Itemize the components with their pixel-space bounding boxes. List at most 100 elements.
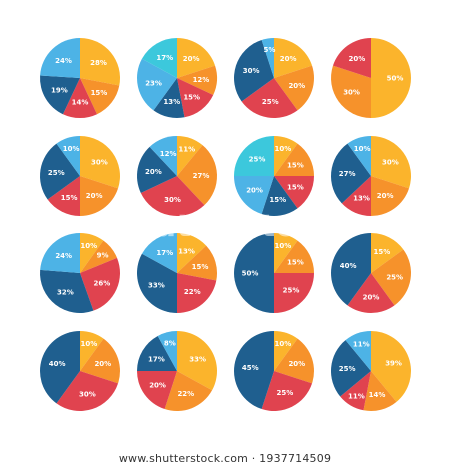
pie-8-slice-3 bbox=[341, 176, 371, 216]
pie-3-slice-3 bbox=[241, 78, 298, 118]
pie-14-slice-3-label: 20% bbox=[149, 382, 166, 390]
pie-4-slice-2 bbox=[331, 65, 371, 118]
pie-13-slice-4-label: 40% bbox=[49, 360, 66, 368]
pie-10-slice-5 bbox=[141, 233, 177, 273]
pie-7-slice-3-label: 15% bbox=[287, 183, 304, 191]
pie-4-slice-3-label: 20% bbox=[349, 55, 366, 63]
pie-2-slice-6-label: 17% bbox=[156, 54, 173, 62]
pie-2-slice-5 bbox=[137, 58, 177, 111]
pie-12-slice-1 bbox=[371, 233, 404, 273]
pie-9-slice-5-label: 24% bbox=[55, 252, 72, 260]
pie-5-slice-4-label: 25% bbox=[48, 169, 65, 177]
pie-1-slice-2-label: 15% bbox=[91, 89, 108, 97]
pie-chart-13: 10% 20% 30% 40% bbox=[40, 331, 120, 411]
pie-5-slice-2 bbox=[80, 176, 119, 216]
pie-2-slice-4-label: 13% bbox=[163, 98, 180, 106]
pie-6-slice-5 bbox=[149, 136, 177, 176]
pie-10-slice-3 bbox=[177, 273, 217, 313]
pie-3-slice-5-label: 5% bbox=[264, 46, 276, 54]
pie-1-slice-1-label: 28% bbox=[90, 59, 107, 67]
pie-15-slice-1 bbox=[274, 331, 298, 371]
pie-14-slice-5-label: 8% bbox=[164, 340, 176, 348]
pie-11-slice-1 bbox=[274, 233, 298, 273]
pie-14-slice-4-label: 17% bbox=[148, 355, 165, 363]
pie-5-slice-3 bbox=[47, 176, 80, 216]
pie-15-slice-4 bbox=[234, 331, 274, 410]
pie-12-slice-2-label: 25% bbox=[386, 273, 403, 281]
pie-16-slice-1 bbox=[371, 331, 412, 402]
pie-7-slice-6-label: 25% bbox=[249, 156, 266, 164]
pie-8-slice-1 bbox=[371, 136, 411, 189]
pie-11-slice-4-label: 50% bbox=[242, 270, 259, 278]
pie-6-slice-4 bbox=[137, 146, 177, 194]
pie-13-slice-3-label: 30% bbox=[79, 390, 96, 398]
pie-6-slice-1 bbox=[177, 136, 203, 176]
pie-5-slice-3-label: 15% bbox=[61, 194, 78, 202]
pie-10-slice-4-label: 33% bbox=[148, 282, 165, 290]
pie-2-slice-3-label: 15% bbox=[183, 93, 200, 101]
pie-11-slice-3-label: 25% bbox=[283, 286, 300, 294]
pie-16-slice-5-label: 11% bbox=[353, 340, 370, 348]
pie-7-slice-3 bbox=[274, 176, 314, 209]
pie-16-slice-5 bbox=[345, 331, 371, 371]
pie-15-slice-3-label: 25% bbox=[277, 389, 294, 397]
pie-7-slice-6 bbox=[234, 136, 274, 176]
pie-13-slice-3 bbox=[56, 371, 119, 411]
pie-15-slice-4-label: 45% bbox=[242, 364, 259, 372]
pie-2-slice-3 bbox=[177, 78, 214, 118]
pie-13-slice-1-label: 10% bbox=[81, 340, 98, 348]
pie-chart-3: 20% 20% 25% 30% 5% bbox=[234, 38, 314, 118]
pie-2-slice-2-label: 12% bbox=[193, 76, 210, 84]
pie-9-slice-4 bbox=[39, 269, 94, 313]
pie-9-slice-1 bbox=[80, 233, 104, 273]
pie-10-slice-4 bbox=[137, 253, 177, 313]
pie-11-slice-2-label: 15% bbox=[287, 259, 304, 267]
watermark-center-text: shutterstock bbox=[114, 209, 336, 244]
pie-10-slice-1 bbox=[177, 233, 207, 273]
pie-1-slice-3-label: 14% bbox=[72, 99, 89, 107]
pie-7-slice-5-label: 20% bbox=[246, 187, 263, 195]
pie-5-slice-5-label: 10% bbox=[63, 145, 80, 153]
pie-14-slice-3 bbox=[137, 371, 177, 410]
pie-12-slice-3 bbox=[347, 273, 395, 313]
pie-9-slice-4-label: 32% bbox=[57, 289, 74, 297]
pie-8-slice-4-label: 27% bbox=[339, 170, 356, 178]
pie-4-slice-1-label: 50% bbox=[387, 75, 404, 83]
pie-2-slice-4 bbox=[153, 78, 185, 118]
pie-7-slice-4 bbox=[261, 176, 298, 216]
pie-14-slice-4 bbox=[137, 335, 177, 371]
pie-16-slice-2-label: 14% bbox=[369, 391, 386, 399]
watermark-url: www.shutterstock.com · 1937714509 bbox=[118, 452, 332, 465]
pie-2-slice-2 bbox=[177, 65, 217, 96]
pie-8-slice-2 bbox=[371, 176, 410, 216]
pie-8-slice-2-label: 20% bbox=[377, 192, 394, 200]
pie-9-slice-3-label: 26% bbox=[94, 279, 111, 287]
pie-chart-11: 10% 15% 25% 50% bbox=[234, 233, 314, 313]
pie-1-slice-1 bbox=[80, 38, 120, 86]
pie-15-slice-3 bbox=[261, 371, 313, 411]
pie-7-slice-2-label: 15% bbox=[287, 162, 304, 170]
pie-chart-16: 39% 14% 11% 25% 11% bbox=[330, 331, 412, 411]
pie-9-slice-5 bbox=[40, 232, 80, 273]
pie-1-slice-2 bbox=[80, 78, 120, 115]
pie-11-slice-2 bbox=[274, 240, 314, 273]
pie-3-slice-3-label: 25% bbox=[262, 98, 279, 106]
pie-3-slice-1-label: 20% bbox=[280, 55, 297, 63]
pie-12-slice-3-label: 20% bbox=[363, 294, 380, 302]
pie-16-slice-2 bbox=[363, 371, 397, 411]
pie-4-slice-2-label: 30% bbox=[343, 89, 360, 97]
pie-16-slice-1-label: 39% bbox=[385, 359, 402, 367]
pie-chart-5: 30% 20% 15% 25% 10% bbox=[40, 136, 120, 216]
pie-chart-6: 11% 27% 30% 20% 12% bbox=[137, 136, 218, 216]
pie-12-slice-1-label: 15% bbox=[374, 248, 391, 256]
pie-1-slice-3 bbox=[62, 78, 98, 118]
pie-10-slice-1-label: 13% bbox=[178, 247, 195, 255]
pie-chart-2: 20% 12% 15%13% 23% 17% bbox=[137, 38, 217, 118]
pie-7-slice-4-label: 15% bbox=[269, 196, 286, 204]
pie-14-slice-1-label: 33% bbox=[189, 355, 206, 363]
pie-7-slice-1-label: 10% bbox=[275, 145, 292, 153]
pie-15-slice-2-label: 20% bbox=[288, 360, 305, 368]
pie-7-slice-5 bbox=[234, 176, 274, 215]
